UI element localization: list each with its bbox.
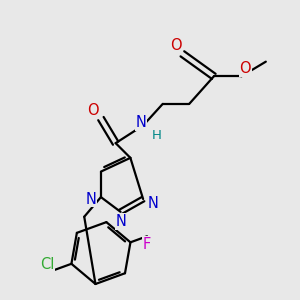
Text: F: F	[143, 237, 151, 252]
Text: N: N	[86, 192, 97, 207]
Text: O: O	[170, 38, 181, 53]
Text: N: N	[116, 214, 127, 229]
Text: Cl: Cl	[40, 257, 54, 272]
Text: O: O	[87, 103, 99, 118]
Text: H: H	[152, 129, 162, 142]
Text: N: N	[148, 196, 158, 211]
Text: N: N	[136, 115, 147, 130]
Text: O: O	[239, 61, 251, 76]
